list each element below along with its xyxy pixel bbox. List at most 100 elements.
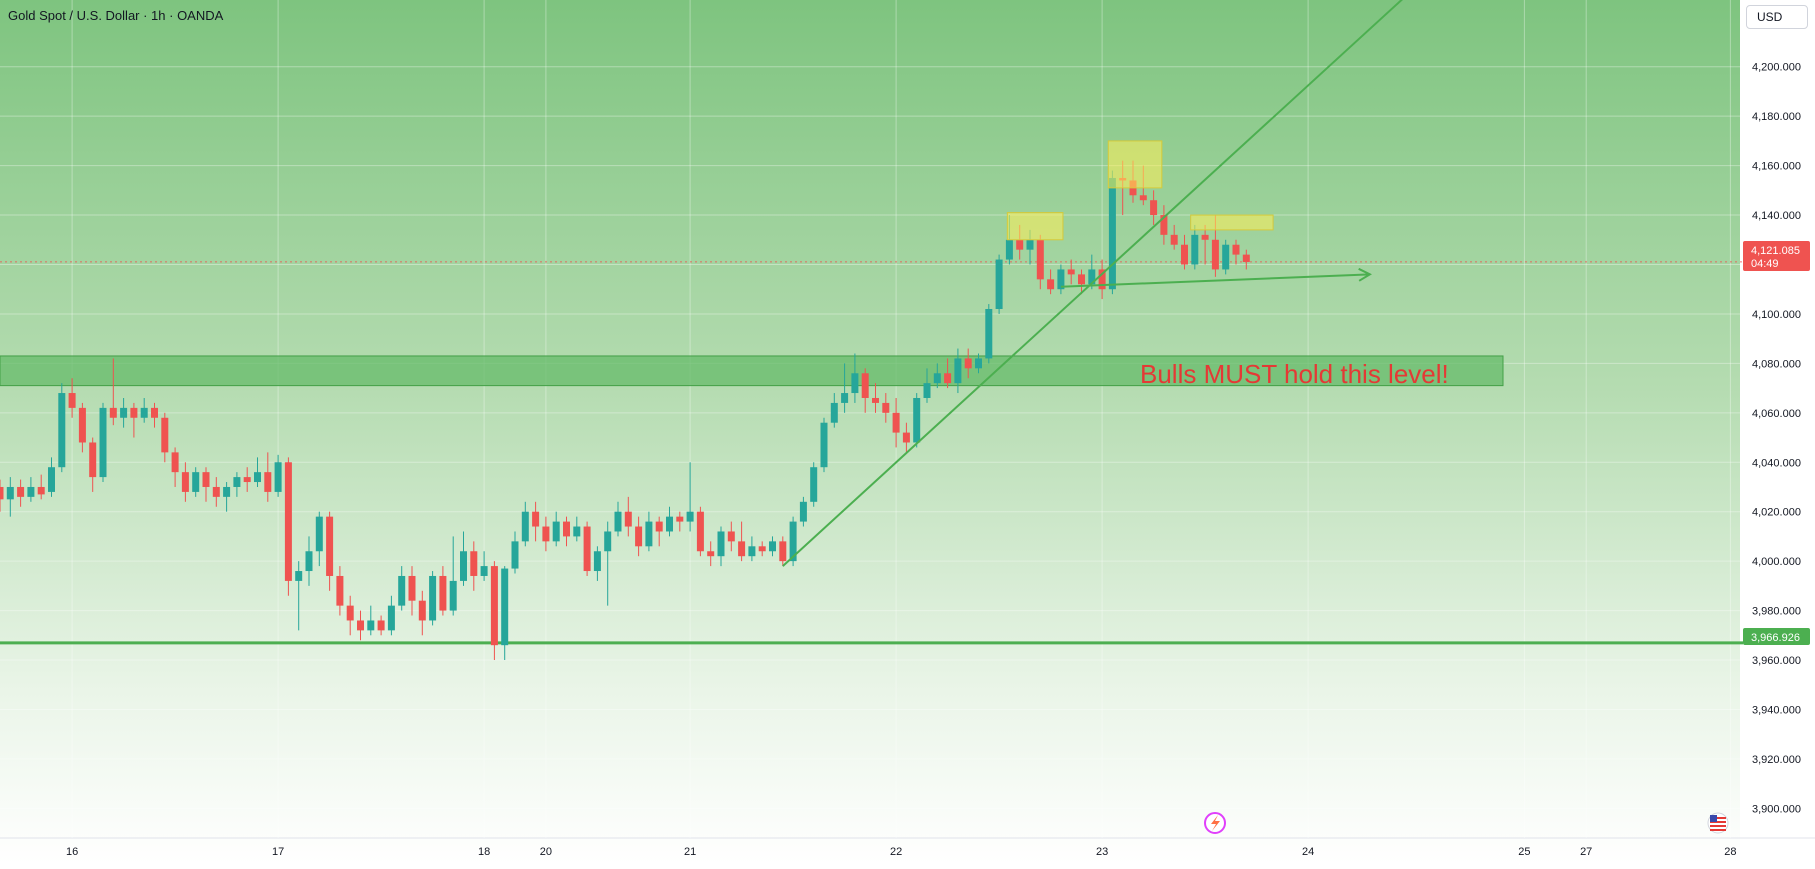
price-tick-label: 4,020.000	[1752, 507, 1801, 519]
candle-body	[192, 472, 200, 492]
candle-body	[460, 551, 467, 581]
candle-body	[882, 402, 890, 413]
candle-body	[284, 462, 292, 581]
candle-body	[6, 486, 14, 500]
candle-body	[532, 511, 540, 527]
candle	[171, 447, 179, 487]
chart-background	[0, 0, 1740, 864]
time-tick-label: 18	[478, 846, 490, 858]
candle-body	[985, 308, 993, 359]
candle-body	[254, 472, 261, 483]
candle-body	[398, 575, 406, 606]
candle	[418, 590, 426, 636]
time-tick-label: 20	[540, 846, 552, 858]
candle-body	[841, 393, 849, 403]
candle	[470, 541, 478, 591]
candle	[902, 422, 910, 453]
price-tick-label: 3,900.000	[1752, 803, 1801, 815]
candle	[799, 496, 807, 527]
currency-button[interactable]: USD	[1746, 5, 1808, 29]
candle	[985, 304, 993, 364]
annotation-text: Bulls MUST hold this level!	[1140, 359, 1449, 389]
candle-body	[521, 511, 529, 542]
time-tick-label: 24	[1302, 846, 1314, 858]
candle	[1057, 264, 1065, 295]
candle-body	[964, 358, 972, 369]
candle-body	[635, 526, 643, 547]
candle	[336, 566, 344, 616]
candle-body	[573, 526, 581, 537]
candle-body	[789, 521, 797, 562]
candle-body	[1170, 234, 1178, 245]
time-tick-label: 16	[66, 846, 78, 858]
candle-body	[161, 417, 169, 453]
price-tick-label: 4,040.000	[1752, 457, 1801, 469]
candle-body	[223, 486, 231, 497]
price-tick-label: 3,940.000	[1752, 704, 1801, 716]
candle	[1232, 239, 1240, 265]
candle	[944, 358, 952, 389]
lightning-icon[interactable]	[1204, 812, 1226, 834]
candle	[995, 254, 1003, 314]
candle	[830, 393, 838, 428]
support-price-tag: 3,966.926	[1743, 628, 1810, 645]
candle	[1098, 259, 1106, 300]
candle-body	[923, 383, 931, 398]
candle-body	[1211, 239, 1219, 270]
candle	[212, 477, 220, 507]
candle-body	[336, 575, 344, 606]
candle-body	[851, 373, 859, 394]
time-tick-label: 28	[1724, 846, 1736, 858]
drawings	[782, 0, 1403, 567]
candle-body	[954, 358, 962, 384]
support-price-label: 3,966.926	[1751, 632, 1800, 644]
price-tick-label: 4,000.000	[1752, 556, 1801, 568]
highlight-box	[1190, 214, 1274, 231]
current-price-tag: 4,121.085 04:49	[1743, 241, 1810, 271]
candle	[501, 566, 509, 661]
candle-body	[810, 467, 818, 502]
candle-body	[902, 432, 910, 443]
candle	[377, 615, 385, 636]
zones	[0, 261, 1743, 645]
candle-body	[480, 566, 488, 576]
candle-body	[861, 373, 869, 398]
candle-body	[1191, 234, 1199, 265]
candle	[408, 566, 416, 616]
chart-title: Gold Spot / U.S. Dollar · 1h · OANDA	[8, 8, 224, 23]
time-axis[interactable]: 16 17 18 20 21 22 23 24 25 27 28	[66, 846, 1737, 858]
candle-body	[645, 521, 653, 547]
candle	[810, 462, 818, 507]
candle-body	[17, 486, 25, 497]
candle-body	[1222, 244, 1230, 270]
price-axis[interactable]: 3,900.000 3,920.000 3,940.000 3,960.000 3,98…	[1752, 62, 1801, 816]
candle	[521, 501, 529, 547]
highlight-box	[1006, 212, 1064, 241]
candle	[779, 536, 787, 567]
candle	[666, 506, 673, 537]
price-tick-label: 4,100.000	[1752, 309, 1801, 321]
price-tick-label: 3,960.000	[1752, 655, 1801, 667]
candle	[1036, 234, 1044, 290]
us-flag-icon[interactable]	[1707, 812, 1729, 834]
candle	[748, 536, 756, 562]
candle-body	[449, 580, 457, 611]
candle-body	[1078, 274, 1085, 285]
candle	[532, 501, 540, 542]
candle	[707, 541, 715, 567]
candle	[305, 536, 313, 586]
time-tick-label: 17	[272, 846, 284, 858]
candle-body	[1036, 239, 1044, 280]
candle	[99, 402, 107, 483]
candle	[315, 511, 323, 567]
candle	[563, 516, 570, 547]
price-tick-label: 4,180.000	[1752, 111, 1801, 123]
candle	[109, 358, 117, 426]
time-tick-label: 23	[1096, 846, 1108, 858]
candle-body	[367, 620, 375, 631]
candle	[1242, 249, 1250, 270]
candle	[490, 561, 498, 661]
candle	[346, 595, 354, 636]
